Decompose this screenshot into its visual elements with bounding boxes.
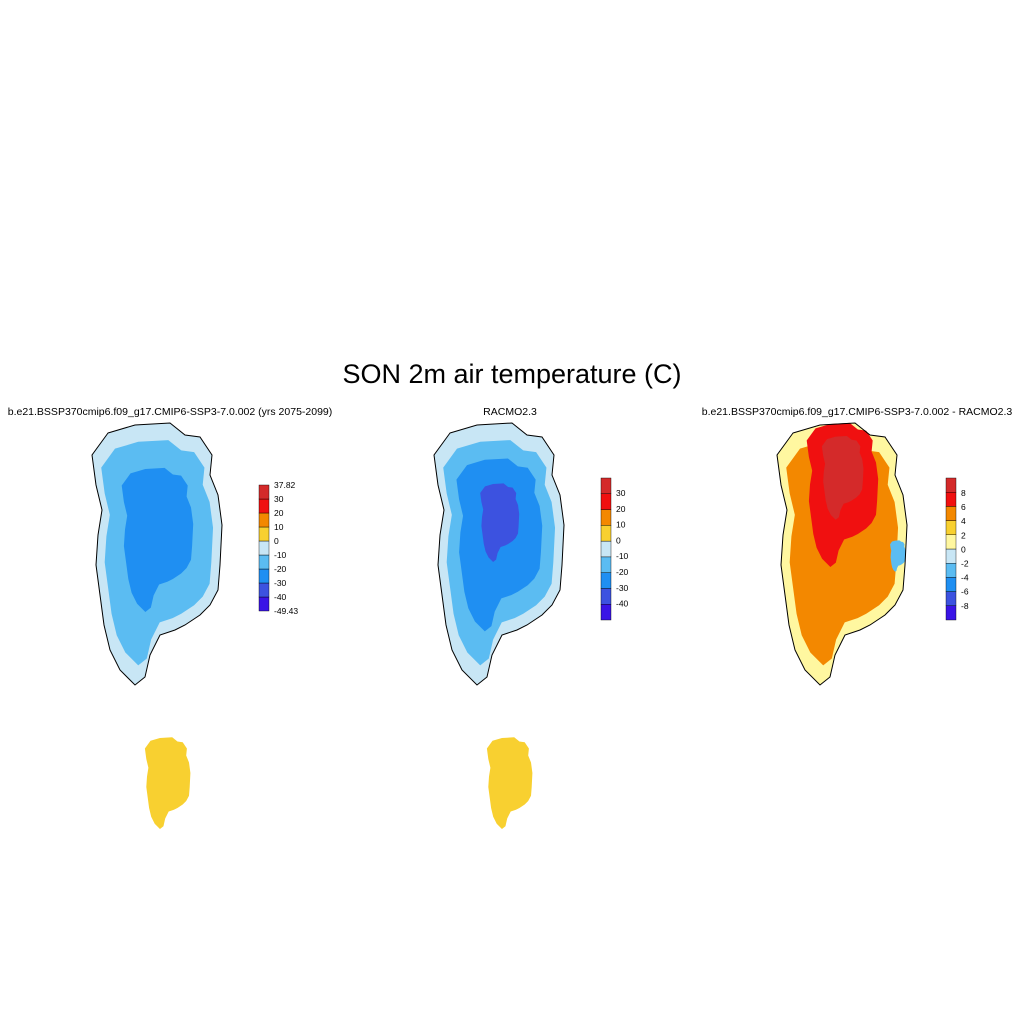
field-region-3 [144,737,191,829]
colorbar-swatch [600,477,612,494]
colorbar-swatch [945,492,957,507]
coastline [433,422,565,686]
colorbar-tick-label: 10 [616,520,626,530]
colorbar-tick-label: -10 [274,550,287,560]
colorbar-tick-label: -30 [274,578,287,588]
colorbar-tick-label: 6 [961,502,966,512]
colorbar-tick-label: -40 [616,599,629,609]
colorbar-tick-label: 0 [274,536,279,546]
colorbar-tick-label: -49.43 [274,606,298,616]
colorbar-swatch [945,605,957,621]
colorbar-swatch [945,548,957,564]
colorbar-tick-label: -4 [961,573,969,583]
colorbar-swatch [945,520,957,535]
panel-title-model: b.e21.BSSP370cmip6.f09_g17.CMIP6-SSP3-7.… [7,406,333,418]
coastline [91,422,223,686]
colorbar-tick-label: 10 [274,522,284,532]
field-region-3 [821,435,864,520]
figure-title: SON 2m air temperature (C) [342,359,682,389]
field-region-2 [121,467,194,612]
colorbar-tick-label: 30 [274,494,284,504]
colorbar-tick-label: -20 [616,567,629,577]
colorbar-tick-label: -6 [961,587,969,597]
colorbar-tick-label: 2 [961,530,966,540]
colorbar-tick-label: -10 [616,551,629,561]
colorbar-tick-label: 20 [616,504,626,514]
colorbar-tick-label: 4 [961,516,966,526]
colorbar-swatch [945,534,957,550]
coastline [776,422,908,686]
colorbar-tick-label: 8 [961,488,966,498]
panel-title-racmo: RACMO2.3 [483,406,537,418]
colorbar-swatch [945,563,957,578]
field-region-3 [480,483,520,562]
colorbar-swatch [258,484,270,500]
colorbar-swatch [945,577,957,592]
field-region-4 [890,540,906,572]
panel-title-difference: b.e21.BSSP370cmip6.f09_g17.CMIP6-SSP3-7.… [701,406,1013,418]
colorbar-swatch [945,591,957,606]
field-region-4 [486,737,533,829]
colorbar-tick-label: -8 [961,601,969,611]
colorbar-tick-label: -20 [274,564,287,574]
colorbar-tick-label: -2 [961,559,969,569]
colorbar-tick-label: -40 [274,592,287,602]
colorbar-tick-label: 30 [616,488,626,498]
colorbar-swatch [945,506,957,521]
colorbar-tick-label: 20 [274,508,284,518]
colorbar-swatch [945,477,957,493]
colorbar-tick-label: 37.82 [274,480,296,490]
colorbar-tick-label: 0 [616,535,621,545]
colorbar-tick-label: 0 [961,544,966,554]
colorbar-tick-label: -30 [616,583,629,593]
